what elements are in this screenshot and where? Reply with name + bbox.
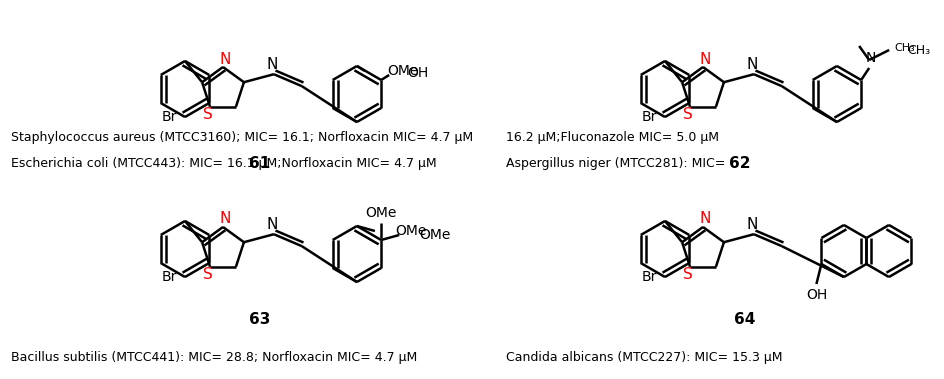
Text: S: S	[203, 267, 212, 282]
Text: OH: OH	[407, 66, 428, 80]
Text: N: N	[746, 217, 757, 232]
Text: Staphylococcus aureus (MTCC3160); MIC= 16.1; Norfloxacin MIC= 4.7 μM: Staphylococcus aureus (MTCC3160); MIC= 1…	[11, 131, 473, 144]
Text: Br: Br	[161, 110, 177, 124]
Text: OMe: OMe	[365, 206, 396, 220]
Text: Br: Br	[641, 110, 656, 124]
Text: OMe: OMe	[395, 224, 426, 238]
Text: N: N	[219, 211, 230, 227]
Text: N: N	[746, 57, 757, 72]
Text: CH₃: CH₃	[906, 44, 929, 56]
Text: N: N	[266, 57, 278, 72]
Text: 61: 61	[249, 157, 270, 172]
Text: Bacillus subtilis (MTCC441): MIC= 28.8; Norfloxacin MIC= 4.7 μM: Bacillus subtilis (MTCC441): MIC= 28.8; …	[11, 351, 417, 363]
Text: N: N	[699, 211, 710, 227]
Text: N: N	[865, 51, 875, 65]
Text: 16.2 μM;Fluconazole MIC= 5.0 μM: 16.2 μM;Fluconazole MIC= 5.0 μM	[505, 131, 717, 144]
Text: OMe: OMe	[386, 64, 418, 78]
Text: Br: Br	[641, 270, 656, 284]
Text: N: N	[219, 52, 230, 66]
Text: S: S	[683, 107, 692, 122]
Text: 64: 64	[733, 312, 755, 326]
Text: CH₃: CH₃	[893, 43, 914, 53]
Text: Escherichia coli (MTCC443): MIC= 16.1 μM;Norfloxacin MIC= 4.7 μM: Escherichia coli (MTCC443): MIC= 16.1 μM…	[11, 157, 436, 170]
Text: OMe: OMe	[419, 228, 450, 242]
Text: Aspergillus niger (MTCC281): MIC=: Aspergillus niger (MTCC281): MIC=	[505, 157, 724, 170]
Text: Br: Br	[161, 270, 177, 284]
Text: N: N	[699, 52, 710, 66]
Text: S: S	[683, 267, 692, 282]
Text: N: N	[266, 217, 278, 232]
Text: S: S	[203, 107, 212, 122]
Text: 63: 63	[249, 312, 270, 326]
Text: OH: OH	[805, 288, 826, 302]
Text: 62: 62	[729, 157, 750, 172]
Text: Candida albicans (MTCC227): MIC= 15.3 μM: Candida albicans (MTCC227): MIC= 15.3 μM	[505, 351, 782, 363]
